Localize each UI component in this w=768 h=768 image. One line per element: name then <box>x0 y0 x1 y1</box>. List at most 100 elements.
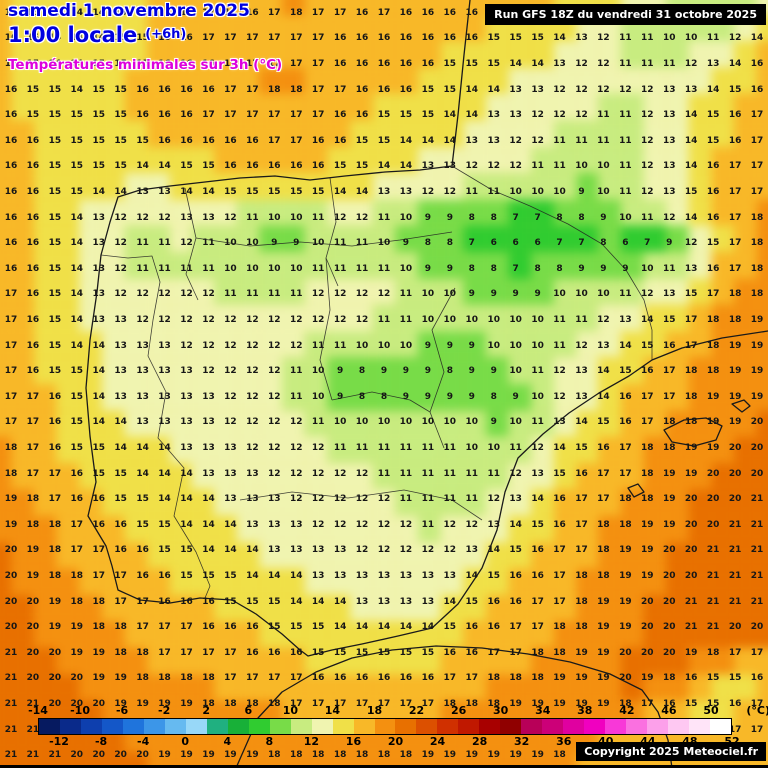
temp-cell-color <box>259 41 283 68</box>
temp-cell-color <box>78 436 102 464</box>
temp-value: 12 <box>333 212 347 223</box>
temp-value: 14 <box>641 314 654 325</box>
temp-value: 11 <box>421 519 435 530</box>
temp-value: 12 <box>597 84 610 95</box>
temp-cell-color <box>440 384 464 411</box>
legend-tick-label: 18 <box>366 704 383 717</box>
temp-value: 20 <box>706 494 720 505</box>
temp-cell-color <box>327 41 351 68</box>
temp-cell-color <box>304 225 328 253</box>
temp-cell-color <box>237 410 260 437</box>
temp-value: 10 <box>399 263 413 274</box>
temp-value: 19 <box>180 750 193 761</box>
temp-value: 16 <box>158 7 171 18</box>
temp-cell-color <box>395 542 418 569</box>
temp-cell-color <box>101 278 125 305</box>
temp-value: 21 <box>4 724 18 735</box>
temp-cell-color <box>666 278 690 305</box>
temp-value: 17 <box>26 442 40 453</box>
temp-cell-color <box>169 410 192 437</box>
temp-value: 15 <box>180 570 193 581</box>
temp-value: 11 <box>333 238 347 249</box>
temp-value: 15 <box>706 238 720 249</box>
temp-value: 17 <box>750 135 764 146</box>
temp-cell-color <box>440 173 464 200</box>
temp-value: 7 <box>512 263 519 274</box>
temp-cell-color <box>191 173 215 200</box>
temp-cell-color <box>169 753 192 768</box>
temp-value: 16 <box>246 161 259 172</box>
temp-cell-color <box>553 304 577 332</box>
temp-value: 11 <box>575 135 588 146</box>
temp-value: 15 <box>48 289 62 300</box>
temp-cell-color <box>259 93 283 121</box>
temp-value: 12 <box>268 340 281 351</box>
temp-cell-color <box>711 331 735 358</box>
temp-cell-color <box>372 568 396 595</box>
temp-value: 16 <box>180 135 193 146</box>
legend-tick-label: -10 <box>70 704 90 717</box>
temp-cell-color <box>191 674 215 701</box>
temp-cell-color <box>304 568 328 595</box>
temp-value: 10 <box>311 366 325 377</box>
temp-cell-color <box>101 568 125 595</box>
temp-cell-color <box>237 384 260 411</box>
temp-cell-color <box>372 463 396 490</box>
temp-value: 19 <box>158 750 171 761</box>
temp-cell-color <box>191 410 215 437</box>
temp-cell-color <box>237 93 260 121</box>
temp-value: 16 <box>26 263 40 274</box>
temp-value: 15 <box>268 596 281 607</box>
temp-cell-color <box>485 173 509 200</box>
temp-value: 19 <box>26 545 40 556</box>
temp-value: 18 <box>706 340 720 351</box>
temp-value: 14 <box>114 186 127 197</box>
temp-value: 12 <box>355 289 369 300</box>
temp-value: 14 <box>509 519 522 530</box>
temp-value: 6 <box>490 238 497 249</box>
temp-cell-color <box>621 594 644 622</box>
legend-tick-label: 32 <box>514 735 530 748</box>
temp-cell-color <box>169 14 192 42</box>
temp-cell-color <box>440 489 464 516</box>
temp-cell-color <box>327 436 351 464</box>
temp-value: 12 <box>443 186 457 197</box>
temp-value: 17 <box>202 110 215 121</box>
temp-value: 12 <box>202 289 215 300</box>
temp-cell-color <box>169 568 192 595</box>
temp-cell-color <box>372 0 396 15</box>
temp-value: 18 <box>509 673 522 684</box>
temp-cell-color <box>756 621 768 648</box>
temp-value: 19 <box>662 494 676 505</box>
temp-value: 20 <box>684 570 698 581</box>
temp-value: 20 <box>70 750 84 761</box>
temp-cell-color <box>124 384 147 411</box>
temp-cell-color <box>440 199 464 226</box>
temp-value: 9 <box>271 238 278 249</box>
temp-cell-color <box>689 278 712 305</box>
temp-cell-color <box>11 542 34 569</box>
temp-value: 17 <box>268 7 281 18</box>
temp-value: 11 <box>377 263 391 274</box>
temp-value: 15 <box>92 110 105 121</box>
temp-value: 13 <box>487 519 500 530</box>
temp-cell-color <box>78 252 102 279</box>
temp-cell-color <box>33 594 57 622</box>
temp-cell-color <box>33 225 57 253</box>
temp-value: 11 <box>355 238 369 249</box>
temp-cell-color <box>327 594 351 622</box>
temp-value: 16 <box>443 647 457 658</box>
temp-cell-color <box>530 146 554 174</box>
temp-value: 12 <box>246 314 259 325</box>
temp-cell-color <box>485 304 509 332</box>
temp-value: 12 <box>180 340 193 351</box>
temp-value: 15 <box>224 596 237 607</box>
temp-value: 13 <box>92 314 105 325</box>
temp-cell-color <box>508 67 531 94</box>
temp-value: 11 <box>158 238 171 249</box>
temp-value: 10 <box>575 161 588 172</box>
temp-cell-color <box>78 199 102 226</box>
temp-value: 12 <box>641 135 654 146</box>
temp-cell-color <box>643 331 667 358</box>
temp-cell-color <box>56 278 79 305</box>
